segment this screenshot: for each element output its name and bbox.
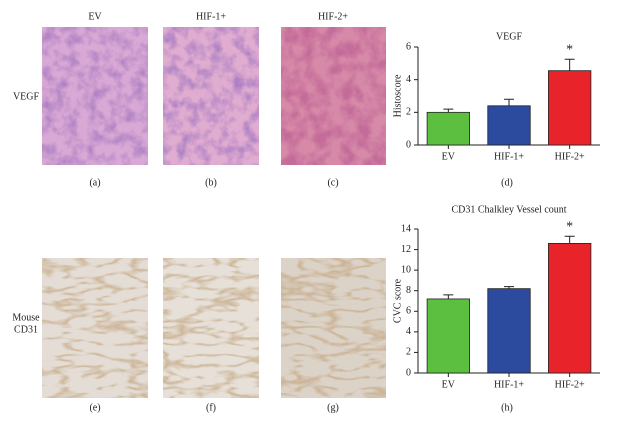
chart-title: CD31 Chalkley Vessel count xyxy=(451,204,566,215)
y-tick-label: 0 xyxy=(406,367,411,378)
error-bar xyxy=(504,286,514,289)
annotation: * xyxy=(566,42,573,57)
y-tick-label: 6 xyxy=(406,41,411,52)
micrograph-texture xyxy=(163,258,259,398)
x-tick-label: EV xyxy=(442,151,456,162)
row-label: CD31 xyxy=(14,324,38,335)
micrograph-texture xyxy=(42,27,148,165)
panel-label: (f) xyxy=(206,402,216,413)
error-bar xyxy=(564,58,575,71)
bar xyxy=(487,288,531,374)
y-tick-label: 10 xyxy=(401,264,411,275)
y-tick-label: 4 xyxy=(406,74,411,85)
bar xyxy=(548,242,592,374)
micrograph-texture xyxy=(42,258,148,398)
bar xyxy=(426,298,470,374)
y-tick-label: 2 xyxy=(406,107,411,118)
row-label: VEGF xyxy=(13,91,40,102)
y-tick-label: 4 xyxy=(406,326,411,337)
y-axis-label: CVC score xyxy=(392,278,403,323)
y-tick-label: 2 xyxy=(406,347,411,358)
micrograph-texture xyxy=(281,258,386,398)
error-bar xyxy=(443,294,454,299)
column-label: HIF-1+ xyxy=(196,11,226,22)
annotation: * xyxy=(566,219,573,234)
micrograph-texture xyxy=(281,27,386,165)
panel-label: (a) xyxy=(89,177,100,188)
column-label: HIF-2+ xyxy=(318,11,348,22)
bar xyxy=(487,105,531,146)
x-tick-label: HIF-1+ xyxy=(494,151,524,162)
panel-label: (b) xyxy=(205,177,217,188)
micrograph-texture xyxy=(163,27,259,165)
column-label: EV xyxy=(88,11,102,22)
x-tick-label: HIF-2+ xyxy=(555,379,585,390)
error-bar xyxy=(564,235,575,244)
panel-label: (g) xyxy=(327,402,339,413)
y-tick-label: 12 xyxy=(401,244,411,255)
panel-label: (e) xyxy=(89,402,100,413)
bar xyxy=(548,70,592,146)
row-label: Mouse xyxy=(12,312,40,323)
y-tick-label: 0 xyxy=(406,139,411,150)
error-bar xyxy=(443,108,454,113)
bar xyxy=(426,111,470,146)
x-tick-label: HIF-2+ xyxy=(555,151,585,162)
panel-label: (c) xyxy=(327,177,338,188)
y-tick-label: 14 xyxy=(401,223,411,234)
error-bar xyxy=(504,98,514,106)
chart-title: VEGF xyxy=(496,31,523,42)
x-tick-label: EV xyxy=(442,379,456,390)
y-tick-label: 8 xyxy=(406,285,411,296)
micrographs xyxy=(42,27,386,398)
panel-label: (h) xyxy=(501,402,513,413)
y-axis-label: Histoscore xyxy=(392,74,403,117)
x-tick-label: HIF-1+ xyxy=(494,379,524,390)
y-tick-label: 6 xyxy=(406,306,411,317)
panel-label: (d) xyxy=(501,177,513,188)
